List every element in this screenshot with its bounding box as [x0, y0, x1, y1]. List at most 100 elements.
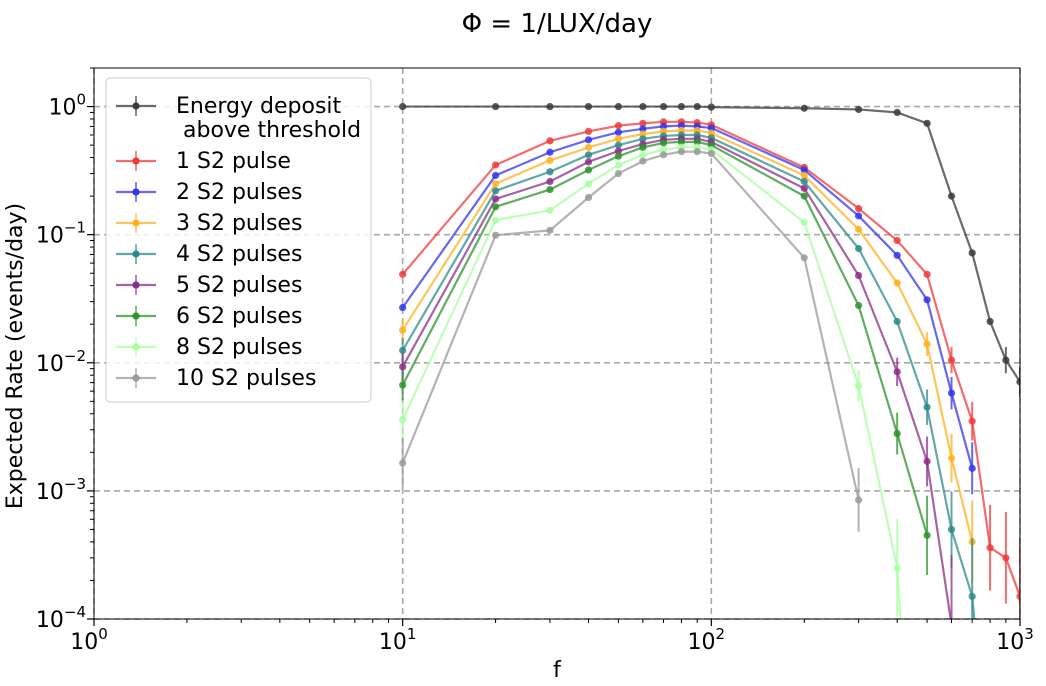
data-point [986, 544, 994, 552]
data-point [399, 363, 407, 371]
series-6 [399, 138, 931, 575]
data-point [947, 356, 956, 364]
series-line [401, 137, 952, 619]
legend-marker [132, 250, 140, 258]
legend-marker [132, 343, 140, 351]
data-point [893, 317, 901, 326]
data-point [855, 496, 863, 504]
data-point [639, 157, 647, 165]
data-point [693, 102, 701, 111]
data-point [800, 192, 808, 200]
data-point [693, 148, 701, 156]
legend-item: 6 S2 pulses [116, 304, 302, 329]
legend-marker [132, 312, 140, 320]
series-line [401, 120, 1020, 608]
data-point [614, 102, 623, 111]
data-point [614, 147, 623, 155]
legend-label: Energy deposit above threshold [176, 94, 361, 143]
data-point [491, 195, 500, 203]
data-point [855, 204, 863, 213]
data-point [639, 151, 647, 159]
data-point [968, 417, 976, 425]
y-axis-label: Expected Rate (events/day) [3, 203, 28, 509]
plot-frame [93, 67, 1021, 620]
data-point [546, 156, 554, 164]
data-point [800, 166, 808, 174]
data-point [584, 193, 593, 202]
data-point [800, 171, 808, 180]
series-4 [399, 131, 976, 619]
data-point [546, 148, 554, 156]
data-point [399, 459, 407, 467]
legend-item: 8 S2 pulses [116, 335, 302, 360]
data-point [584, 151, 593, 159]
data-point [986, 317, 994, 326]
series-line [401, 133, 976, 619]
data-point [893, 236, 901, 245]
data-point [399, 346, 407, 354]
data-point [584, 136, 593, 144]
series-8 [399, 148, 863, 532]
legend-item: 4 S2 pulses [116, 242, 302, 267]
series-line [401, 146, 902, 619]
data-point [1002, 356, 1010, 364]
data-point [947, 192, 956, 200]
data-point [399, 102, 407, 111]
data-point [491, 180, 500, 188]
data-point [614, 122, 623, 130]
data-point [968, 249, 976, 257]
minor-ticks [90, 67, 1007, 623]
series-2 [399, 122, 976, 495]
y-tick-label: 10−2 [36, 347, 86, 377]
legend: Energy deposit above threshold 1 S2 pulse… [105, 77, 372, 403]
data-point [693, 138, 701, 146]
data-point [546, 226, 554, 234]
data-point [639, 143, 647, 152]
legend-label: 8 S2 pulses [176, 335, 302, 360]
data-point [614, 141, 623, 149]
legend-item: 5 S2 pulses [116, 273, 302, 298]
data-point [584, 158, 593, 166]
data-point [1002, 554, 1010, 562]
data-point [923, 119, 931, 127]
legend-label: 3 S2 pulses [176, 211, 302, 236]
data-point [855, 382, 863, 390]
data-point [800, 177, 808, 186]
data-point [923, 296, 931, 304]
data-point [491, 171, 500, 180]
data-point [399, 303, 407, 312]
series-line [401, 124, 974, 469]
data-point [584, 127, 593, 135]
data-point [707, 124, 715, 132]
legend-marker [132, 281, 140, 289]
legend-marker [132, 188, 140, 196]
legend-item: 10 S2 pulses [116, 366, 316, 391]
data-point [399, 416, 407, 424]
y-axis-ticks: 10−4 10−3 10−2 10−1 100 [36, 91, 94, 633]
data-point [659, 139, 668, 147]
data-point [399, 326, 407, 334]
series-line [401, 150, 860, 501]
data-point [707, 103, 715, 111]
x-tick-label: 103 [996, 625, 1034, 655]
y-tick-label: 10−3 [36, 475, 86, 505]
data-point [584, 166, 593, 174]
data-point [491, 231, 500, 239]
data-point [947, 454, 956, 462]
x-axis-ticks: 100 101 102 103 [70, 619, 1034, 655]
data-point [584, 102, 593, 111]
data-point [546, 185, 554, 194]
series-5 [399, 135, 953, 619]
chart-title: Φ = 1/LUX/day [462, 9, 653, 39]
data-point [707, 149, 715, 158]
y-tick-label: 100 [48, 91, 86, 121]
data-point [800, 184, 808, 192]
legend-marker [132, 374, 140, 382]
data-point [923, 403, 931, 411]
data-point [399, 381, 407, 389]
legend-label: 6 S2 pulses [176, 304, 302, 329]
data-point [639, 102, 647, 111]
y-tick-label: 10−1 [36, 219, 86, 249]
data-point [677, 148, 686, 156]
data-point [947, 389, 956, 397]
